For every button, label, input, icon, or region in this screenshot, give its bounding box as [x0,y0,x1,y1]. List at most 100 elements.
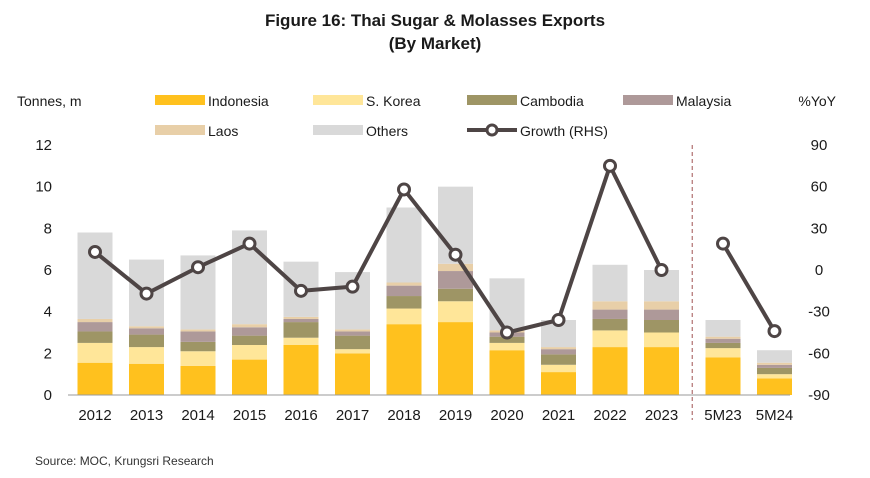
bar-segment [644,309,679,320]
legend-label: Indonesia [208,93,269,109]
y2-axis-ticks: -90 -60 -30 0 30 60 90 [808,137,830,404]
bar-segment [489,342,525,351]
chart-title: Figure 16: Thai Sugar & Molasses Exports [265,11,605,30]
bar-segment [335,335,370,350]
y-tick-label: 10 [35,179,52,196]
bar-segment [77,362,113,395]
bar-segment [438,271,473,289]
bar-segment [757,378,792,395]
y-tick-label: 6 [44,262,52,279]
bar-segment [757,374,792,379]
bar-segment [129,334,164,348]
y-tick-label: 4 [44,304,52,321]
legend-swatch [313,95,363,105]
bar-segment [757,367,792,375]
y2-tick-label: -60 [808,345,830,362]
y2-tick-label: 60 [811,179,828,196]
growth-point [603,158,617,173]
bar-segment [77,331,113,343]
x-axis-ticks: 2012 2013 2014 2015 2016 2017 2018 2019 2020 2021… [78,407,793,424]
x-tick-label: 5M23 [704,407,742,424]
x-tick-label: 2017 [336,407,369,424]
growth-line-path [93,163,664,335]
bar-segment [335,349,370,354]
bar-segment [129,326,164,329]
legend-label: Malaysia [676,93,731,109]
y-tick-label: 8 [44,220,52,237]
bar-segment [705,338,741,343]
bar-segment [335,353,370,395]
legend-marker [485,123,499,137]
source-note: Source: MOC, Krungsri Research [35,454,214,468]
x-tick-label: 2023 [645,407,678,424]
legend-swatch [155,125,205,135]
bar-segment [592,264,628,302]
y2-tick-label: 90 [811,137,828,154]
x-tick-label: 2022 [593,407,626,424]
bar-segment [129,363,164,395]
y-axis-title: Tonnes, m [17,93,82,109]
bar-segment [438,288,473,302]
bar-segment [541,372,576,395]
bar-segment [283,322,319,338]
bar-segment [386,207,422,283]
legend: Indonesia S. Korea Cambodia Malaysia Laos Oth… [155,93,731,139]
bar-segment [232,327,267,336]
legend-swatch [467,95,517,105]
bar-segment [283,318,319,323]
x-tick-label: 2021 [542,407,575,424]
bar-segment [180,331,216,342]
bar-segment [705,348,741,358]
y2-tick-label: -90 [808,387,830,404]
y-tick-label: 12 [35,137,52,154]
bar-segment [180,329,216,332]
y2-tick-label: -30 [808,304,830,321]
bar-segment [283,337,319,345]
legend-swatch [155,95,205,105]
bar-segment [438,322,473,395]
bar-segment [77,322,113,332]
growth-point [242,236,257,251]
y-axis-ticks: 0 2 4 6 8 10 12 [35,137,52,404]
x-tick-label: 2020 [490,407,523,424]
bar-segment [592,301,628,310]
growth-point [88,244,102,259]
bar-segment [232,359,267,395]
growth-point [716,236,730,251]
legend-label: Others [366,123,408,139]
bar-segment [757,350,792,363]
bar-segment [232,324,267,328]
bar-segment [386,324,422,395]
growth-point [448,247,463,262]
bar-segment [489,336,525,343]
bar-segment [335,331,370,336]
x-tick-label: 5M24 [756,407,794,424]
bar-segment [232,335,267,345]
bar-segment [386,285,422,297]
bars [77,186,792,395]
growth-line [88,158,782,340]
bar-segment [77,318,113,323]
bar-segment [592,309,628,319]
bar-segment [644,320,679,333]
x-tick-label: 2014 [181,407,214,424]
x-tick-label: 2016 [284,407,317,424]
bar-segment [705,357,741,395]
growth-point [767,324,782,339]
growth-point [500,325,514,340]
x-tick-label: 2013 [130,407,163,424]
bar-segment [180,351,216,366]
bar-segment [283,316,319,319]
growth-point [294,283,308,298]
bar-segment [77,342,113,363]
y-tick-label: 2 [44,345,52,362]
bar-segment [705,342,741,349]
bar-segment [705,320,741,337]
y2-axis-title: %YoY [798,93,836,109]
bar-segment [757,364,792,368]
growth-point [139,286,154,301]
bar-segment [283,345,319,395]
legend-label: Growth (RHS) [520,123,608,139]
growth-point [551,313,566,327]
